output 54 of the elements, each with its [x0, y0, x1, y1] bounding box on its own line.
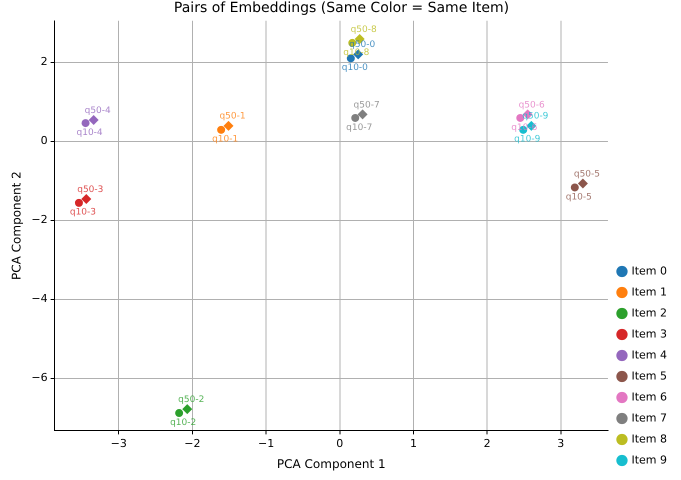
- x-tick-label: 1: [410, 436, 417, 450]
- x-tick-label: 3: [557, 436, 564, 450]
- legend-label: Item 6: [631, 390, 668, 404]
- annotation: q50-4: [84, 106, 112, 116]
- point: [224, 120, 234, 131]
- annotation: q10-7: [346, 122, 372, 133]
- x-axis-title: PCA Component 1: [276, 456, 386, 471]
- legend-label: Item 5: [631, 369, 668, 382]
- annotation: q10-0: [342, 63, 368, 74]
- legend-label: Item 2: [631, 306, 668, 320]
- y-tick-label: 2: [40, 55, 48, 68]
- x-tick-label: −2: [184, 436, 201, 450]
- chart-title: Pairs of Embeddings (Same Color = Same Item): [174, 0, 510, 16]
- annotation: q50-0: [349, 40, 376, 50]
- x-tick-label: −3: [110, 436, 127, 450]
- annotation: q50-3: [77, 184, 104, 195]
- point: [358, 109, 368, 120]
- legend-label: Item 9: [631, 453, 668, 466]
- point: [74, 198, 83, 207]
- point: [351, 114, 360, 122]
- annotation: q10-4: [76, 128, 103, 138]
- x-tick-label: −1: [258, 436, 274, 450]
- legend-label: Item 3: [631, 327, 668, 340]
- annotation: q10-9: [514, 134, 541, 145]
- point: [82, 119, 90, 128]
- legend-label: Item 0: [631, 264, 668, 278]
- y-tick-label: −6: [31, 371, 48, 384]
- point: [81, 194, 92, 204]
- annotation: q50-5: [574, 169, 600, 180]
- y-tick-label: −2: [31, 213, 48, 226]
- annotation: q50-2: [178, 394, 204, 405]
- y-tick-label: 0: [40, 134, 48, 148]
- y-axis-title: PCA Component 2: [9, 171, 24, 280]
- x-tick-label: 0: [336, 436, 344, 450]
- annotation: q50-1: [219, 112, 246, 122]
- point: [570, 183, 579, 192]
- annotation: q10-3: [70, 208, 96, 218]
- annotation: q10-1: [212, 134, 238, 145]
- point: [217, 126, 226, 134]
- legend-label: Item 4: [631, 348, 668, 362]
- point: [182, 404, 192, 414]
- legend-label: Item 7: [631, 411, 668, 424]
- point: [175, 409, 184, 418]
- annotation: q50-8: [350, 24, 377, 35]
- annotation: q50-7: [354, 100, 380, 110]
- x-tick-label: 2: [484, 436, 491, 450]
- point: [578, 178, 588, 189]
- legend-label: Item 1: [631, 285, 668, 298]
- annotation: q50-6: [518, 100, 545, 110]
- point: [88, 114, 99, 125]
- annotation: q10-2: [170, 418, 196, 428]
- annotation: q10-5: [566, 192, 592, 202]
- legend-label: Item 8: [631, 432, 668, 446]
- y-tick-label: −4: [31, 292, 48, 306]
